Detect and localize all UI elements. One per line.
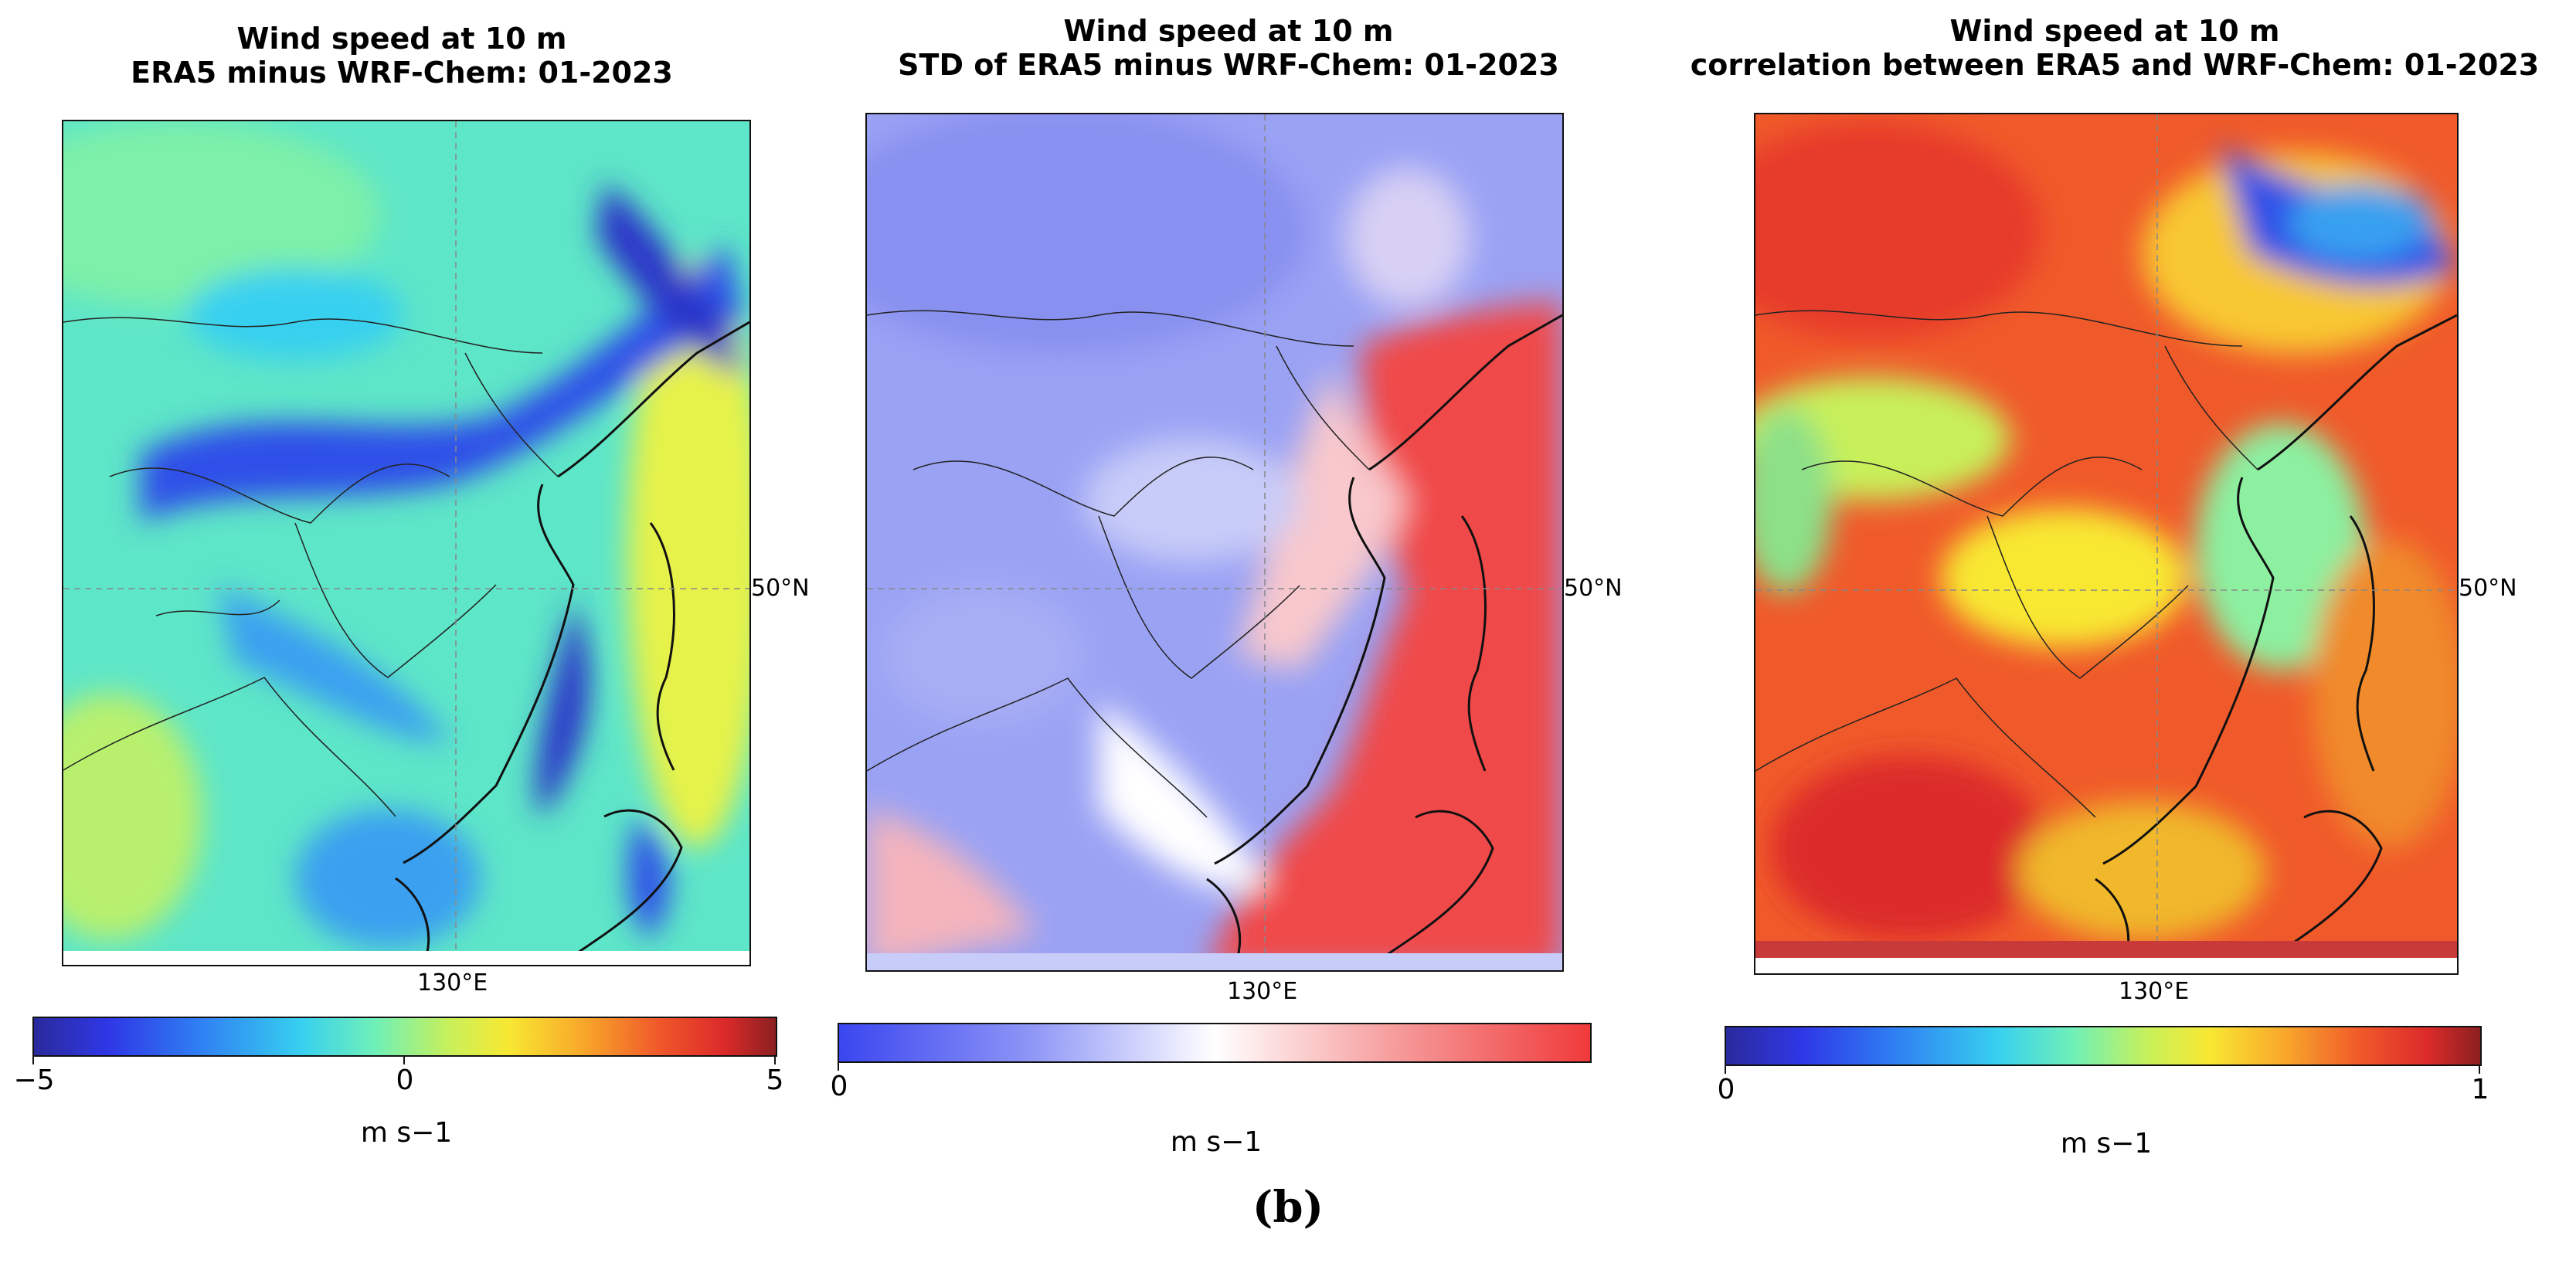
- colorbar: [1725, 1026, 2482, 1066]
- colorbar-tick-min: 0: [830, 1071, 848, 1102]
- panel-title: Wind speed at 10 m STD of ERA5 minus WRF…: [804, 14, 1653, 82]
- borders: [63, 317, 559, 817]
- colorbar-tick-min: −5: [13, 1064, 55, 1096]
- latitude-label: 50°N: [751, 575, 810, 602]
- map-std-difference: [865, 113, 1564, 972]
- map-field: [1755, 114, 2457, 973]
- title-line-1: Wind speed at 10 m: [1063, 14, 1394, 48]
- colorbar-tick-mid: 0: [396, 1064, 414, 1096]
- colorbar-tick-max: 5: [766, 1064, 784, 1096]
- colorbar: [32, 1017, 777, 1057]
- panel-std-difference: Wind speed at 10 m STD of ERA5 minus WRF…: [804, 0, 1653, 1190]
- colorbar-unit: m s−1: [2060, 1128, 2153, 1159]
- coastline: [2095, 314, 2457, 958]
- colorbar-tick-max: 1: [2471, 1074, 2489, 1105]
- panel-mean-difference: Wind speed at 10 m ERA5 minus WRF-Chem: …: [0, 0, 809, 1190]
- title-line-1: Wind speed at 10 m: [1949, 14, 2280, 48]
- map-field: [867, 114, 1562, 970]
- longitude-label: 130°E: [417, 969, 488, 996]
- map-field: [63, 121, 749, 965]
- title-line-2: STD of ERA5 minus WRF-Chem: 01-2023: [898, 48, 1559, 82]
- coastline: [1206, 314, 1562, 958]
- latitude-label: 50°N: [2459, 575, 2517, 602]
- colorbar-tick-min: 0: [1717, 1074, 1735, 1105]
- map-mean-difference: [62, 120, 751, 966]
- panel-title: Wind speed at 10 m ERA5 minus WRF-Chem: …: [0, 22, 804, 90]
- longitude-label: 130°E: [1227, 978, 1298, 1005]
- panel-title: Wind speed at 10 m correlation between E…: [1653, 14, 2576, 82]
- title-line-2: correlation between ERA5 and WRF-Chem: 0…: [1690, 48, 2540, 82]
- colorbar: [838, 1023, 1592, 1063]
- colorbar-unit: m s−1: [360, 1117, 453, 1149]
- latitude-label: 50°N: [1564, 575, 1623, 602]
- map-correlation: [1754, 113, 2459, 975]
- title-line-1: Wind speed at 10 m: [236, 22, 567, 56]
- panel-correlation: Wind speed at 10 m correlation between E…: [1653, 0, 2576, 1190]
- colorbar-unit: m s−1: [1170, 1126, 1263, 1158]
- borders: [1755, 310, 2258, 818]
- title-line-2: ERA5 minus WRF-Chem: 01-2023: [131, 56, 673, 90]
- longitude-label: 130°E: [2119, 978, 2190, 1005]
- borders: [867, 310, 1370, 818]
- coastline: [395, 321, 749, 957]
- figure-label: (b): [1252, 1182, 1324, 1233]
